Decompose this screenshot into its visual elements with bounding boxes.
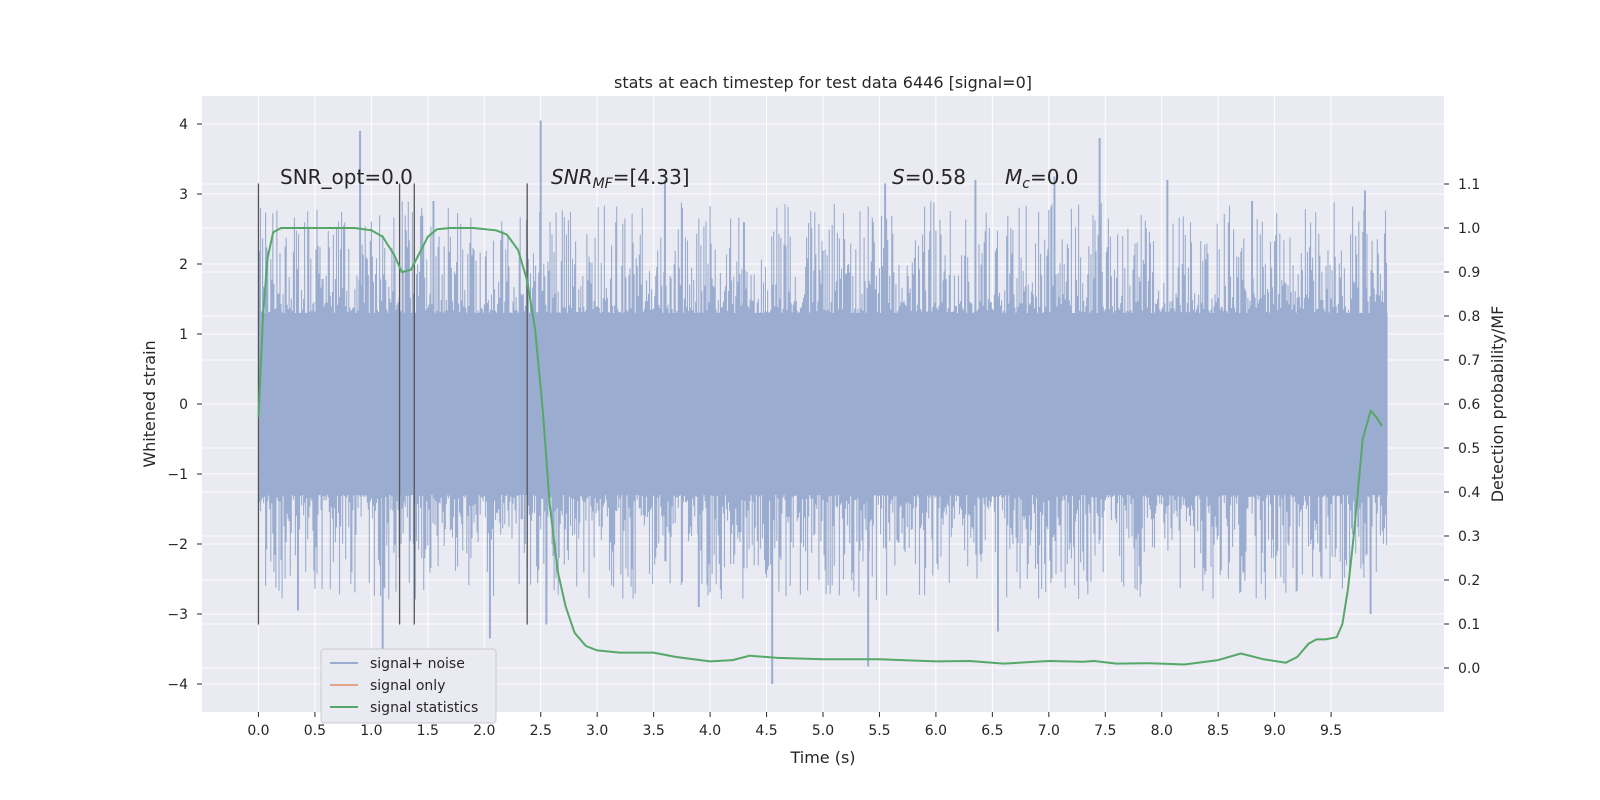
- legend-box: [320, 648, 497, 724]
- x-tick-label: 9.5: [1320, 723, 1342, 739]
- x-tick-label: 3.0: [586, 723, 608, 739]
- annotation-s: S=0.58: [892, 165, 966, 189]
- y2-tick-label: 0.2: [1458, 573, 1480, 589]
- x-tick-label: 8.0: [1151, 723, 1173, 739]
- y2-tick-label: 0.8: [1458, 309, 1480, 325]
- x-tick-label: 8.5: [1207, 723, 1229, 739]
- x-tick-label: 5.5: [868, 723, 890, 739]
- annotation-mc: Mc=0.0: [1005, 165, 1079, 192]
- y-tick-label: −3: [167, 607, 188, 623]
- x-tick-label: 2.5: [530, 723, 552, 739]
- y-tick-label: 2: [179, 257, 188, 273]
- y2-tick-label: 1.1: [1458, 177, 1480, 193]
- y2-axis-ticks: 0.0 0.1 0.2 0.3 0.4 0.5 0.6 0.7 0.8 0.9 1.0 1.1: [1444, 177, 1480, 677]
- x-tick-label: 4.5: [755, 723, 777, 739]
- y-tick-label: 3: [179, 187, 188, 203]
- legend-label-signal-noise: signal+ noise: [370, 656, 465, 672]
- mc-subscript: c: [1022, 176, 1030, 192]
- y2-tick-label: 0.0: [1458, 661, 1480, 677]
- y2-tick-label: 0.3: [1458, 529, 1480, 545]
- y2-tick-label: 0.6: [1458, 397, 1480, 413]
- signal-statistics-layer: [257, 227, 1383, 666]
- x-tick-label: 6.5: [981, 723, 1003, 739]
- x-tick-label: 6.0: [925, 723, 947, 739]
- legend-label-signal-statistics: signal statistics: [370, 700, 478, 716]
- y-tick-label: 1: [179, 327, 188, 343]
- x-tick-label: 0.5: [304, 723, 326, 739]
- y-axis-label: Whitened strain: [140, 340, 159, 467]
- y2-tick-label: 1.0: [1458, 221, 1480, 237]
- annotation-snr-mf: SNRMF=[4.33]: [551, 165, 690, 192]
- x-tick-label: 1.5: [417, 723, 439, 739]
- legend: signal+ noise signal only signal statist…: [320, 648, 497, 724]
- snr-mf-name: SNR: [551, 165, 593, 189]
- y2-axis-label: Detection probability/MF: [1488, 306, 1507, 503]
- mc-value: =0.0: [1030, 165, 1079, 189]
- snr-mf-subscript: MF: [593, 176, 614, 192]
- y-tick-label: −4: [167, 677, 188, 693]
- x-tick-label: 9.0: [1264, 723, 1286, 739]
- y2-tick-label: 0.4: [1458, 485, 1480, 501]
- x-axis-label: Time (s): [789, 748, 855, 767]
- x-tick-label: 4.0: [699, 723, 721, 739]
- y2-tick-label: 0.9: [1458, 265, 1480, 281]
- annotation-snr-opt: SNR_opt=0.0: [280, 165, 413, 189]
- x-tick-label: 2.0: [473, 723, 495, 739]
- y2-tick-label: 0.5: [1458, 441, 1480, 457]
- s-value: =0.58: [905, 165, 966, 189]
- snr-mf-value: =[4.33]: [613, 165, 690, 189]
- y-axis-ticks: −4 −3 −2 −1 0 1 2 3 4: [167, 117, 202, 693]
- y2-tick-label: 0.7: [1458, 353, 1480, 369]
- y-tick-label: −1: [167, 467, 188, 483]
- x-axis-ticks: 0.0 0.5 1.0 1.5 2.0 2.5 3.0 3.5 4.0 4.5 5.0 5.5 6.0 6…: [247, 712, 1342, 739]
- signal-statistics-line: [257, 227, 1383, 666]
- y-tick-label: 0: [179, 397, 188, 413]
- s-name: S: [892, 165, 905, 189]
- x-tick-label: 7.0: [1038, 723, 1060, 739]
- signal-noise-layer: [257, 120, 1388, 684]
- x-tick-label: 5.0: [812, 723, 834, 739]
- x-tick-label: 3.5: [643, 723, 665, 739]
- y-tick-label: −2: [167, 537, 188, 553]
- chart-title: stats at each timestep for test data 644…: [614, 73, 1032, 92]
- mc-name: M: [1005, 165, 1022, 189]
- x-tick-label: 7.5: [1094, 723, 1116, 739]
- y2-tick-label: 0.1: [1458, 617, 1480, 633]
- x-tick-label: 1.0: [360, 723, 382, 739]
- legend-label-signal-only: signal only: [370, 678, 445, 694]
- y-tick-label: 4: [179, 117, 188, 133]
- x-tick-label: 0.0: [247, 723, 269, 739]
